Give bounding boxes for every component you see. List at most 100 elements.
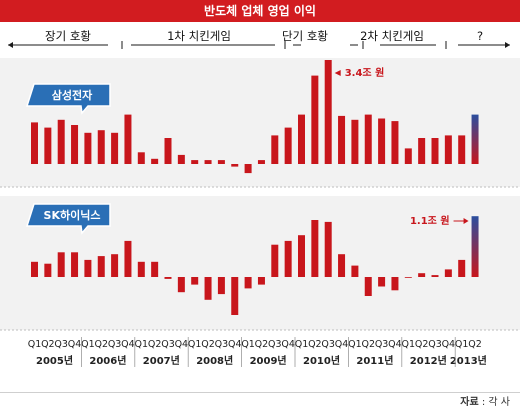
bar-sk-hynix-24 xyxy=(338,254,346,277)
bar-samsung-21 xyxy=(298,114,305,164)
bar-samsung-13 xyxy=(191,160,199,164)
quarter-label-29: Q1 xyxy=(402,339,416,350)
bar-sk-hynix-18 xyxy=(257,277,265,285)
bar-sk-hynix-16 xyxy=(231,277,239,315)
quarter-label-19: Q3 xyxy=(268,339,282,350)
quarter-label-4: Q4 xyxy=(68,339,82,350)
bar-sk-hynix-23 xyxy=(324,221,332,277)
quarter-label-12: Q4 xyxy=(175,339,189,350)
bar-sk-hynix-31 xyxy=(431,275,439,277)
bar-samsung-23 xyxy=(324,60,332,164)
bar-sk-hynix-5 xyxy=(84,259,92,277)
quarter-label-9: Q1 xyxy=(135,339,149,350)
quarter-label-26: Q2 xyxy=(361,339,375,350)
bar-sk-hynix-28 xyxy=(391,277,399,291)
bar-samsung-27 xyxy=(378,118,386,164)
bar-samsung-4 xyxy=(71,125,79,164)
year-label-7: 2011년 xyxy=(356,354,393,367)
bar-samsung-20 xyxy=(284,127,292,164)
quarter-label-13: Q1 xyxy=(188,339,202,350)
annotation-arrow xyxy=(334,70,341,76)
source-divider xyxy=(0,392,520,393)
quarter-label-24: Q4 xyxy=(335,339,349,350)
quarter-label-31: Q3 xyxy=(428,339,442,350)
quarter-label-2: Q2 xyxy=(41,339,55,350)
period-label-5: ? xyxy=(477,29,483,43)
quarter-label-14: Q2 xyxy=(201,339,215,350)
bar-sk-hynix-22 xyxy=(311,220,319,277)
bar-sk-hynix-1 xyxy=(31,261,38,277)
annotation-arrow xyxy=(463,218,469,224)
quarter-label-3: Q3 xyxy=(54,339,68,350)
quarter-label-33: Q1 xyxy=(455,339,469,350)
bar-samsung-10 xyxy=(151,158,159,164)
bar-sk-hynix-34 xyxy=(471,216,479,277)
quarter-label-30: Q2 xyxy=(415,339,429,350)
bar-sk-hynix-29 xyxy=(404,277,412,278)
annotation-label: 1.1조 원 xyxy=(410,214,450,227)
quarter-label-5: Q1 xyxy=(81,339,95,350)
quarter-label-18: Q2 xyxy=(255,339,269,350)
period-label-3: 단기 호황 xyxy=(282,29,328,43)
panel-background xyxy=(0,58,520,187)
quarter-label-34: Q2 xyxy=(468,339,482,350)
quarter-label-16: Q4 xyxy=(228,339,242,350)
bar-sk-hynix-27 xyxy=(378,277,386,287)
bar-sk-hynix-25 xyxy=(351,265,359,277)
year-label-3: 2007년 xyxy=(143,354,180,367)
bar-samsung-6 xyxy=(97,130,105,164)
bar-samsung-15 xyxy=(217,160,225,164)
period-label-1: 장기 호황 xyxy=(45,29,91,43)
quarter-label-27: Q3 xyxy=(375,339,389,350)
year-label-5: 2009년 xyxy=(250,354,287,367)
quarter-label-23: Q3 xyxy=(321,339,335,350)
period-arrow-head xyxy=(8,42,13,48)
source-label: 자료 xyxy=(460,397,479,408)
bar-sk-hynix-11 xyxy=(164,277,172,279)
bar-sk-hynix-30 xyxy=(418,273,426,277)
bar-samsung-3 xyxy=(57,119,65,164)
year-label-4: 2008년 xyxy=(196,354,233,367)
source-note: 자료 : 각 사 xyxy=(460,397,510,408)
bar-sk-hynix-8 xyxy=(124,240,132,277)
quarter-label-20: Q4 xyxy=(281,339,295,350)
bar-samsung-2 xyxy=(44,127,52,164)
quarter-label-21: Q1 xyxy=(295,339,309,350)
bar-sk-hynix-19 xyxy=(271,244,279,277)
bar-samsung-7 xyxy=(111,132,119,164)
bar-sk-hynix-10 xyxy=(151,261,159,277)
bar-samsung-9 xyxy=(137,152,145,164)
bar-samsung-11 xyxy=(164,138,172,164)
bar-samsung-19 xyxy=(271,135,279,164)
quarter-label-8: Q4 xyxy=(121,339,135,350)
bar-samsung-28 xyxy=(391,121,399,164)
bar-sk-hynix-13 xyxy=(191,277,199,285)
quarter-label-28: Q4 xyxy=(388,339,402,350)
bar-samsung-31 xyxy=(431,138,439,164)
series-badge xyxy=(25,83,111,115)
year-label-6: 2010년 xyxy=(303,354,340,367)
bar-sk-hynix-14 xyxy=(204,277,212,300)
year-label-9: 2013년 xyxy=(450,354,487,367)
bar-sk-hynix-3 xyxy=(57,252,65,277)
annotation-label: 3.4조 원 xyxy=(345,66,385,79)
quarter-label-1: Q1 xyxy=(28,339,42,350)
bar-samsung-16 xyxy=(231,164,239,167)
chart-title: 반도체 업체 영업 이익 xyxy=(0,0,520,22)
quarter-label-10: Q2 xyxy=(148,339,162,350)
bar-sk-hynix-6 xyxy=(97,256,105,277)
bar-sk-hynix-21 xyxy=(298,235,305,277)
quarter-label-7: Q3 xyxy=(108,339,122,350)
bar-sk-hynix-7 xyxy=(111,254,119,277)
bar-samsung-8 xyxy=(124,114,132,164)
bar-sk-hynix-9 xyxy=(137,261,145,277)
quarter-label-32: Q4 xyxy=(442,339,456,350)
bar-sk-hynix-20 xyxy=(284,240,292,277)
period-arrow-head xyxy=(505,42,510,48)
quarter-label-11: Q3 xyxy=(161,339,175,350)
bar-samsung-12 xyxy=(177,154,185,164)
period-label-2: 1차 치킨게임 xyxy=(167,29,231,43)
quarter-label-22: Q2 xyxy=(308,339,322,350)
bar-sk-hynix-17 xyxy=(244,277,252,289)
